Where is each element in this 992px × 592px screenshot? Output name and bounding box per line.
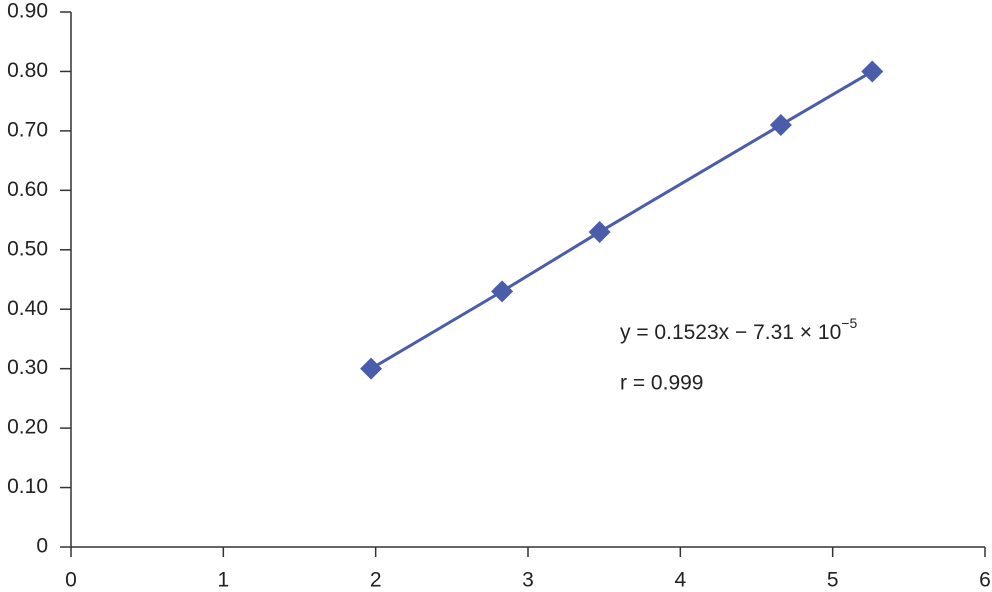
r-annotation: r = 0.999 [620,372,703,395]
equation: y = 0.1523x − 7.31 × 10−5 [620,315,857,344]
x-tick-label: 4 [674,569,686,592]
y-tick-label: 0.90 [7,0,48,23]
data-point [360,357,383,380]
y-tick-label: 0.30 [7,356,48,379]
y-tick-label: 0.10 [7,475,48,498]
x-tick-label: 0 [65,569,77,592]
x-tick-label: 6 [979,569,991,592]
y-tick-label: 0.40 [7,297,48,320]
x-tick-label: 2 [370,569,382,592]
y-tick-label: 0.20 [7,416,48,439]
data-point [491,280,514,303]
y-tick-label: 0.80 [7,59,48,82]
y-tick-label: 0.60 [7,178,48,201]
y-tick-label: 0 [36,535,48,558]
equation-text: y = 0.1523x − 7.31 × 10 [620,321,841,344]
equation-exponent: −5 [841,315,857,331]
data-point [861,60,884,83]
x-tick-label: 1 [217,569,229,592]
data-point [769,113,792,136]
x-tick-label: 5 [827,569,839,592]
y-tick-label: 0.50 [7,237,48,260]
y-tick-label: 0.70 [7,118,48,141]
data-point [588,220,611,243]
x-tick-label: 3 [522,569,534,592]
